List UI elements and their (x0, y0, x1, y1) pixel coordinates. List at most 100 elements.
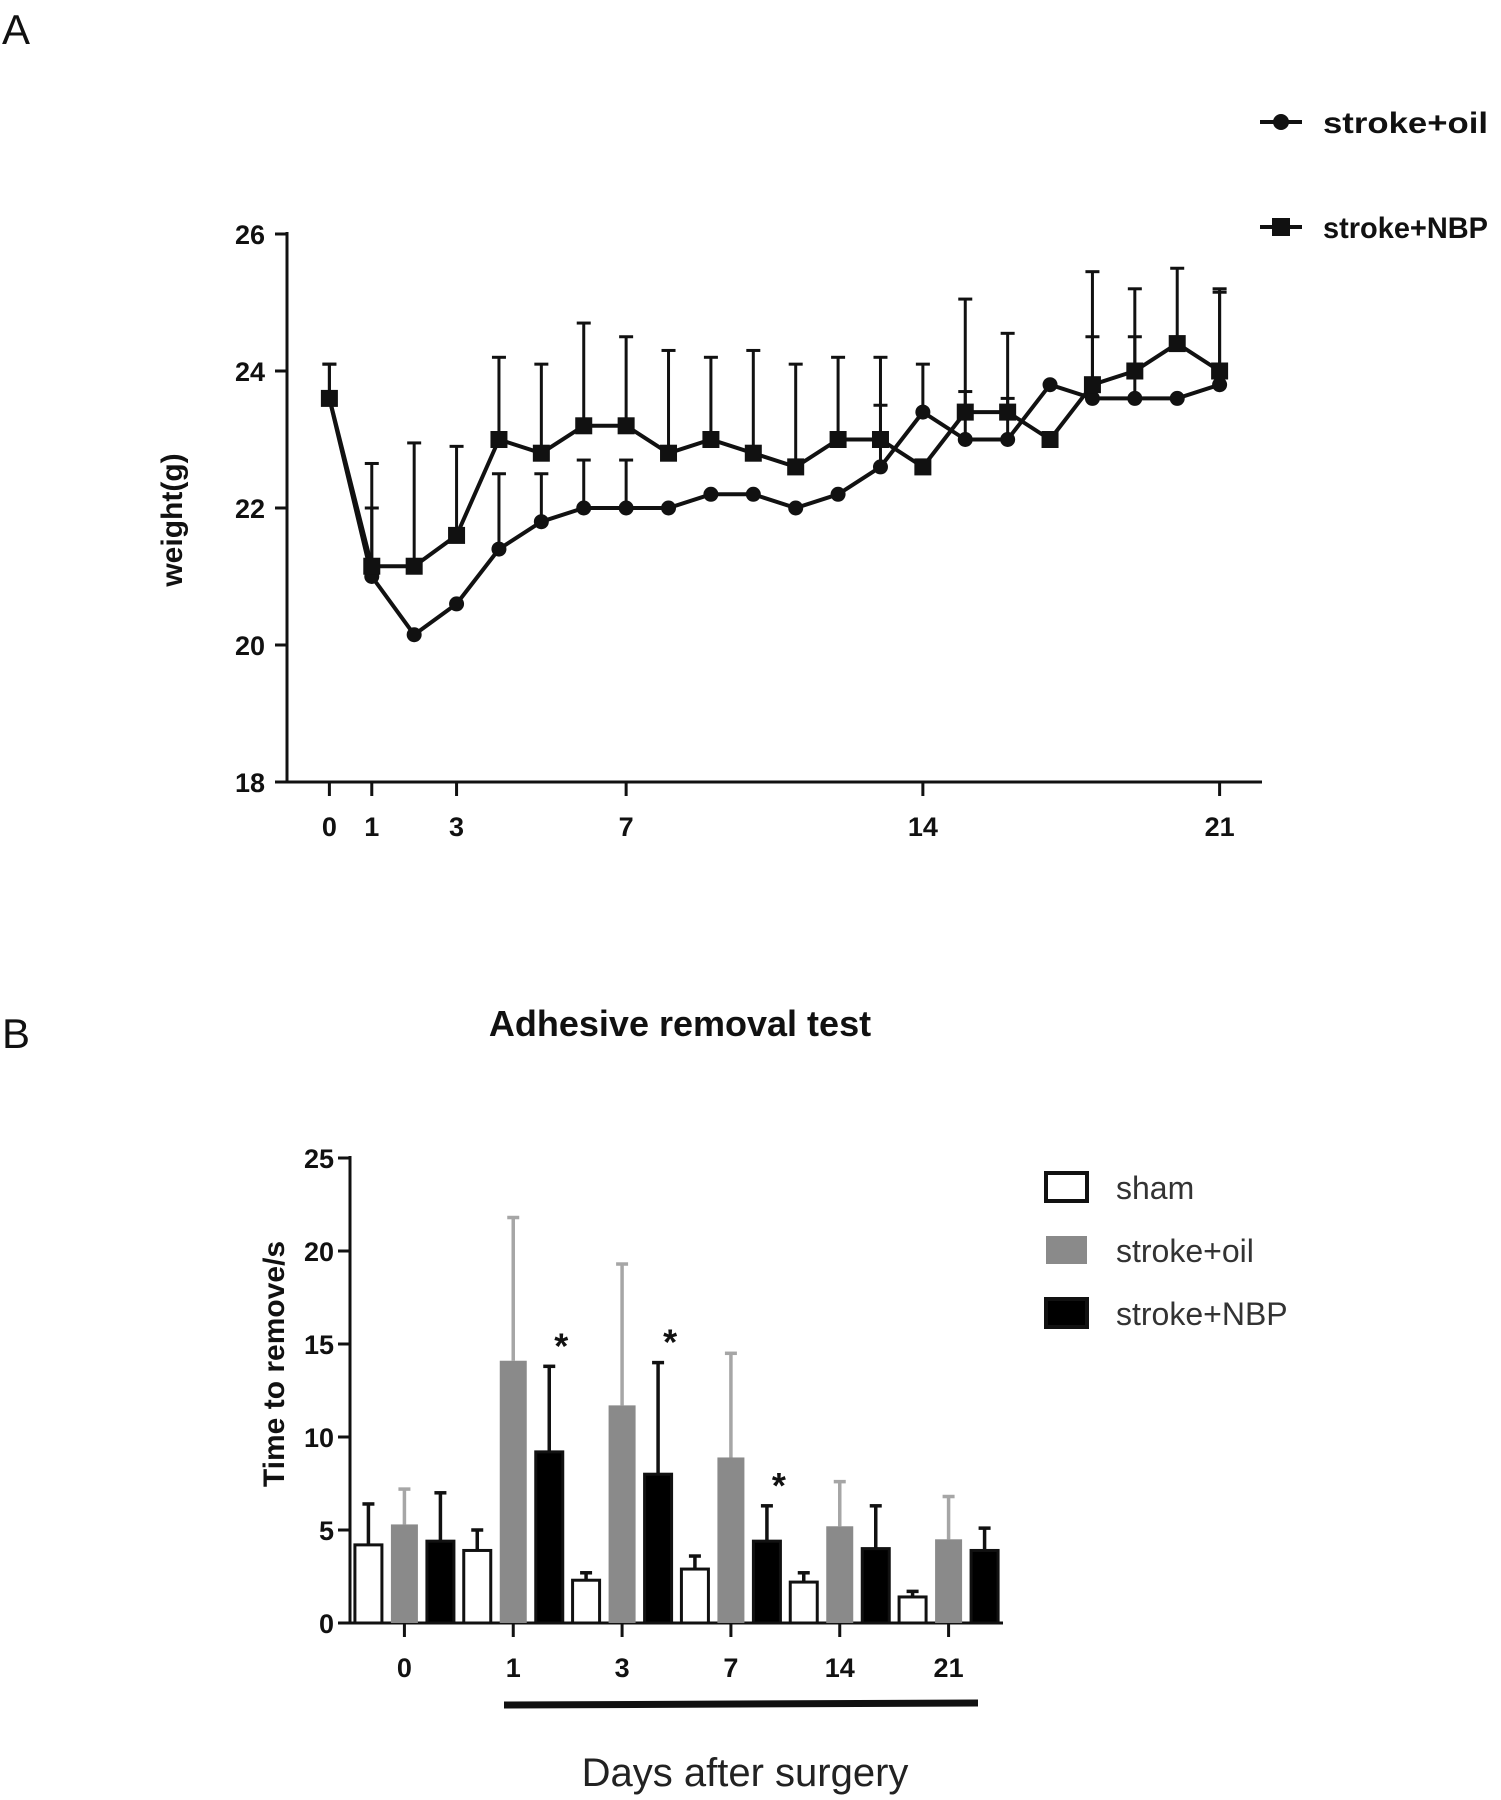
data-point-nbp (1041, 431, 1059, 448)
data-point-oil (915, 404, 931, 420)
data-point-nbp (363, 557, 381, 575)
data-point-nbp (1211, 362, 1229, 380)
bar-oil (935, 1539, 963, 1623)
data-point-nbp (660, 444, 678, 462)
days-underline (503, 1699, 979, 1709)
bar-nbp (534, 1450, 565, 1625)
data-point-oil (618, 500, 634, 516)
bar-oil (390, 1524, 418, 1623)
data-point-nbp (320, 389, 338, 407)
data-point-oil (449, 596, 465, 612)
data-point-oil (491, 541, 507, 557)
adhesive-y-tick-label: 20 (304, 1237, 334, 1267)
data-point-nbp (405, 557, 423, 575)
adhesive-y-tick-label: 0 (319, 1609, 334, 1639)
weight-x-tick-label: 0 (322, 812, 337, 842)
data-point-oil (1084, 390, 1100, 406)
data-point-nbp (829, 431, 847, 448)
adhesive-x-tick-label: 21 (934, 1653, 964, 1683)
bar-oil (826, 1526, 854, 1623)
data-point-oil (872, 459, 888, 475)
series-line-oil (327, 382, 1221, 637)
significance-star: * (663, 1322, 677, 1363)
legend-label-nbp: stroke+NBP (1116, 1296, 1288, 1332)
legend-label-oil: stroke+oil (1323, 107, 1488, 140)
adhesive-x-axis-label: Days after surgery (582, 1751, 909, 1795)
weight-chart-series (320, 266, 1229, 643)
data-point-oil (406, 627, 422, 643)
adhesive-chart-title: Adhesive removal test (489, 1003, 871, 1044)
data-point-oil (533, 514, 549, 530)
data-point-nbp (744, 444, 762, 462)
adhesive-x-tick-label: 7 (723, 1653, 738, 1683)
data-point-oil (788, 500, 804, 516)
data-point-nbp (914, 458, 932, 476)
data-point-nbp (448, 526, 466, 544)
weight-y-tick-label: 24 (235, 357, 265, 387)
weight-x-tick-label: 14 (908, 812, 938, 842)
adhesive-chart-legend: sham stroke+oil stroke+NBP (1044, 1170, 1288, 1332)
data-point-nbp (787, 458, 805, 476)
bar-sham (897, 1595, 928, 1625)
data-point-oil (576, 500, 592, 516)
legend-marker-oil (1273, 114, 1289, 130)
legend-marker-nbp (1272, 218, 1290, 236)
data-point-oil (661, 500, 677, 516)
panel-a-letter: A (2, 6, 30, 53)
series-line-nbp (327, 341, 1221, 569)
weight-x-tick-label: 21 (1205, 812, 1235, 842)
adhesive-chart-bars: * * * (353, 1215, 1000, 1625)
bar-sham (353, 1543, 384, 1625)
data-point-nbp (1126, 362, 1144, 380)
weight-x-tick-label: 3 (449, 812, 464, 842)
data-point-nbp (490, 431, 508, 448)
bar-nbp (425, 1539, 456, 1625)
bar-sham (788, 1580, 819, 1625)
panel-b-letter: B (2, 1010, 30, 1057)
data-point-oil (1042, 377, 1058, 393)
adhesive-x-tick-label: 1 (506, 1653, 521, 1683)
data-point-nbp (702, 431, 720, 448)
bar-oil (499, 1360, 527, 1623)
weight-chart-axes: 18 20 22 24 26 0 1 3 7 14 21 (235, 220, 1262, 842)
bar-nbp (751, 1539, 782, 1625)
legend-swatch-nbp (1044, 1297, 1089, 1329)
adhesive-x-tick-label: 0 (397, 1653, 412, 1683)
adhesive-bar-chart: Adhesive removal test 0 5 10 15 20 25 0 1 3 7 14 21… (258, 1003, 1288, 1795)
weight-chart-legend: stroke+oil stroke+NBP (1260, 107, 1488, 245)
significance-star: * (554, 1325, 568, 1366)
data-point-oil (957, 432, 973, 447)
data-point-nbp (617, 417, 635, 435)
significance-star: * (772, 1465, 786, 1506)
weight-y-tick-label: 20 (235, 631, 265, 661)
data-point-oil (1212, 377, 1228, 393)
legend-label-oil: stroke+oil (1116, 1233, 1254, 1269)
bar-nbp (969, 1548, 1000, 1625)
adhesive-y-tick-label: 15 (304, 1330, 334, 1360)
data-point-oil (1127, 390, 1143, 406)
adhesive-y-tick-label: 10 (304, 1423, 334, 1453)
weight-y-axis-label: weight(g) (156, 453, 189, 587)
data-point-oil (703, 486, 719, 502)
bar-oil (608, 1405, 636, 1623)
adhesive-y-axis-label: Time to remove/s (258, 1241, 291, 1487)
adhesive-y-tick-label: 5 (319, 1516, 334, 1546)
adhesive-x-tick-label: 3 (615, 1653, 630, 1683)
weight-x-tick-label: 1 (364, 812, 379, 842)
weight-y-tick-label: 22 (235, 494, 265, 524)
bar-nbp (860, 1547, 891, 1625)
data-point-oil (745, 486, 761, 502)
data-point-nbp (575, 417, 593, 435)
legend-label-nbp: stroke+NBP (1323, 212, 1488, 245)
data-point-nbp (1168, 335, 1186, 353)
weight-y-tick-label: 18 (235, 768, 265, 798)
adhesive-chart-axes: 0 5 10 15 20 25 0 1 3 7 14 21 (304, 1144, 1003, 1683)
data-point-nbp (1083, 376, 1101, 394)
data-point-nbp (956, 403, 974, 421)
adhesive-x-tick-label: 14 (825, 1653, 855, 1683)
bar-sham (679, 1567, 710, 1625)
bar-sham (571, 1578, 602, 1625)
data-point-nbp (999, 403, 1017, 421)
